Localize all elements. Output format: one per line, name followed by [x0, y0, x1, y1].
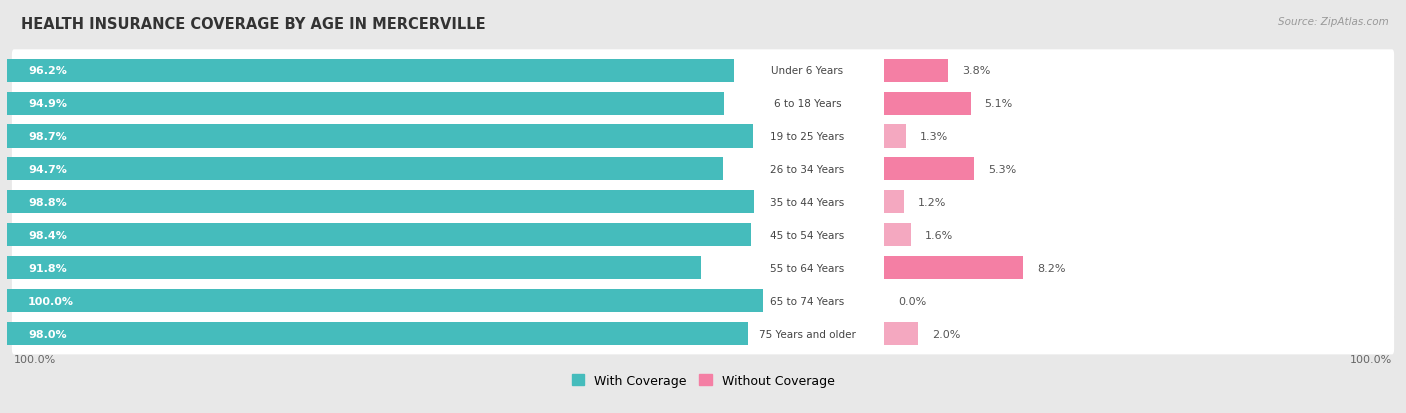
Text: HEALTH INSURANCE COVERAGE BY AGE IN MERCERVILLE: HEALTH INSURANCE COVERAGE BY AGE IN MERC… — [21, 17, 485, 31]
Text: 100.0%: 100.0% — [1350, 354, 1392, 364]
Bar — [7, 256, 700, 280]
Text: 75 Years and older: 75 Years and older — [759, 329, 856, 339]
Text: Under 6 Years: Under 6 Years — [772, 66, 844, 76]
Text: 55 to 64 Years: 55 to 64 Years — [770, 263, 845, 273]
Text: 6 to 18 Years: 6 to 18 Years — [773, 99, 841, 109]
FancyBboxPatch shape — [11, 50, 1395, 92]
Bar — [884, 158, 974, 181]
FancyBboxPatch shape — [11, 116, 1395, 157]
Bar — [7, 92, 724, 115]
Text: 100.0%: 100.0% — [14, 354, 56, 364]
Bar — [7, 59, 734, 83]
FancyBboxPatch shape — [11, 214, 1395, 256]
Text: Source: ZipAtlas.com: Source: ZipAtlas.com — [1278, 17, 1389, 26]
Bar — [7, 191, 754, 214]
Text: 5.1%: 5.1% — [984, 99, 1012, 109]
Text: 8.2%: 8.2% — [1038, 263, 1066, 273]
Text: 19 to 25 Years: 19 to 25 Years — [770, 132, 845, 142]
Bar — [884, 224, 911, 247]
Text: 5.3%: 5.3% — [988, 164, 1017, 175]
Bar — [7, 290, 763, 313]
FancyBboxPatch shape — [11, 149, 1395, 190]
Text: 35 to 44 Years: 35 to 44 Years — [770, 197, 845, 207]
Text: 94.9%: 94.9% — [28, 99, 67, 109]
Legend: With Coverage, Without Coverage: With Coverage, Without Coverage — [567, 369, 839, 392]
Text: 91.8%: 91.8% — [28, 263, 66, 273]
FancyBboxPatch shape — [11, 313, 1395, 354]
Bar — [884, 191, 904, 214]
FancyBboxPatch shape — [11, 182, 1395, 223]
Text: 100.0%: 100.0% — [28, 296, 75, 306]
Bar — [884, 125, 905, 148]
Text: 2.0%: 2.0% — [932, 329, 960, 339]
Text: 98.7%: 98.7% — [28, 132, 66, 142]
Text: 94.7%: 94.7% — [28, 164, 66, 175]
Bar — [884, 322, 918, 345]
Text: 96.2%: 96.2% — [28, 66, 66, 76]
Text: 98.8%: 98.8% — [28, 197, 66, 207]
Bar — [7, 322, 748, 345]
Text: 1.2%: 1.2% — [918, 197, 946, 207]
Text: 1.6%: 1.6% — [925, 230, 953, 240]
Text: 1.3%: 1.3% — [920, 132, 948, 142]
Bar — [7, 125, 754, 148]
Bar — [884, 92, 970, 115]
FancyBboxPatch shape — [11, 83, 1395, 124]
Text: 65 to 74 Years: 65 to 74 Years — [770, 296, 845, 306]
Bar — [7, 158, 723, 181]
FancyBboxPatch shape — [11, 280, 1395, 322]
Bar — [884, 256, 1024, 280]
Bar — [884, 59, 949, 83]
Text: 45 to 54 Years: 45 to 54 Years — [770, 230, 845, 240]
Text: 98.4%: 98.4% — [28, 230, 66, 240]
Bar — [7, 224, 751, 247]
FancyBboxPatch shape — [11, 247, 1395, 289]
Text: 3.8%: 3.8% — [962, 66, 991, 76]
Text: 0.0%: 0.0% — [898, 296, 927, 306]
Text: 26 to 34 Years: 26 to 34 Years — [770, 164, 845, 175]
Text: 98.0%: 98.0% — [28, 329, 66, 339]
